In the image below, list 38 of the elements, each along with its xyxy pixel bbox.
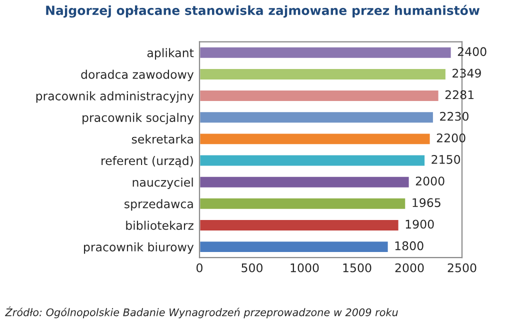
y-tick-label: pracownik socjalny <box>82 112 194 124</box>
data-label: 1965 <box>412 198 440 208</box>
bar <box>200 89 440 102</box>
bar <box>200 132 432 146</box>
data-label: 2200 <box>436 133 466 142</box>
bar <box>200 175 410 189</box>
y-tick-label: pracownik administracyjny <box>36 91 194 103</box>
data-label: 2230 <box>440 112 468 121</box>
x-tick-label: 1500 <box>343 263 372 272</box>
data-label: 1800 <box>395 241 424 250</box>
x-tick-label: 1000 <box>290 263 319 272</box>
data-label: 2281 <box>445 90 474 100</box>
y-tick-label: pracownik biurowy <box>84 242 194 254</box>
bar <box>200 68 447 81</box>
bar <box>200 197 407 210</box>
data-label: 2000 <box>416 176 444 186</box>
bar <box>200 46 452 60</box>
data-label: 2150 <box>432 155 460 164</box>
text: Źródło: Ogólnopolskie Badanie Wynagrodzeń przeprowadzone w 2009 roku <box>5 306 398 318</box>
bar <box>200 110 434 124</box>
data-label: 1900 <box>406 220 434 229</box>
y-tick-label: aplikant <box>147 48 194 60</box>
x-tick-label: 2000 <box>395 263 424 272</box>
y-tick-label: nauczyciel <box>132 178 193 190</box>
y-tick-label: referent (urząd) <box>102 156 193 168</box>
chart-title: Najgorzej opłacane stanowiska zajmowane przez humanistów <box>46 4 480 18</box>
bar <box>200 218 400 232</box>
y-tick-label: sekretarka <box>132 134 193 144</box>
y-tick-label: bibliotekarz <box>126 220 194 230</box>
x-tick-label: 0 <box>196 263 202 272</box>
x-tick-label: 500 <box>242 263 262 272</box>
bar <box>200 240 390 254</box>
y-tick-label: doradca zawodowy <box>81 70 194 82</box>
data-label: 2349 <box>452 68 481 78</box>
x-tick-label: 2500 <box>448 263 476 272</box>
bar <box>200 154 426 168</box>
data-label: 2400 <box>458 47 486 56</box>
y-tick-label: sprzedawca <box>124 199 193 211</box>
